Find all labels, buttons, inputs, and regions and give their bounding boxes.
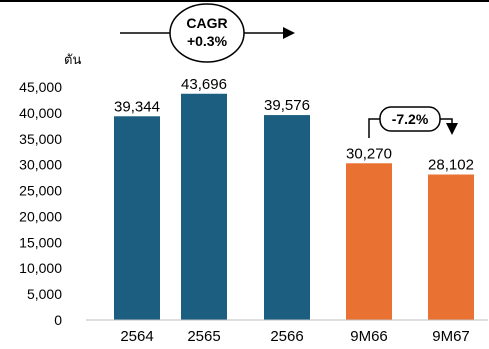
data-label: 30,270 xyxy=(346,145,392,162)
y-tick-label: 20,000 xyxy=(19,208,62,224)
change-annotation: -7.2% xyxy=(368,106,458,138)
y-axis-ticks: 0 5,000 10,000 15,000 20,000 25,000 30,000 35,0… xyxy=(19,79,62,328)
data-label: 43,696 xyxy=(181,76,227,93)
cagr-bubble xyxy=(169,3,245,63)
category-label: 9M66 xyxy=(350,328,388,345)
category-label: 2566 xyxy=(270,328,303,345)
y-tick-label: 40,000 xyxy=(19,105,62,121)
y-tick-label: 5,000 xyxy=(27,286,62,302)
bar-9M66 xyxy=(346,163,392,320)
cagr-label: CAGR xyxy=(186,15,227,31)
y-tick-label: 35,000 xyxy=(19,131,62,147)
y-tick-label: 10,000 xyxy=(19,260,62,276)
category-label: 2565 xyxy=(187,328,220,345)
unit-label: ตัน xyxy=(64,52,81,67)
change-bubble xyxy=(379,106,441,132)
bar-2564 xyxy=(114,116,160,320)
bars xyxy=(114,93,474,321)
cagr-annotation: CAGR +0.3% xyxy=(120,3,295,63)
change-value: -7.2% xyxy=(392,111,429,127)
data-labels: 39,344 43,696 39,576 30,270 28,102 xyxy=(114,76,474,174)
category-label: 2564 xyxy=(120,328,153,345)
data-label: 39,344 xyxy=(114,98,160,115)
bar-2565 xyxy=(181,93,227,320)
bar-9M67 xyxy=(428,174,474,320)
data-label: 39,576 xyxy=(264,97,310,114)
bar-2566 xyxy=(264,115,310,321)
y-tick-label: 25,000 xyxy=(19,183,62,199)
y-tick-label: 0 xyxy=(54,312,62,328)
category-label: 9M67 xyxy=(432,328,470,345)
data-label: 28,102 xyxy=(428,156,474,173)
category-labels: 2564 2565 2566 9M66 9M67 xyxy=(120,328,469,345)
y-tick-label: 30,000 xyxy=(19,157,62,173)
y-tick-label: 15,000 xyxy=(19,234,62,250)
y-tick-label: 45,000 xyxy=(19,79,62,95)
cagr-value: +0.3% xyxy=(187,33,228,49)
